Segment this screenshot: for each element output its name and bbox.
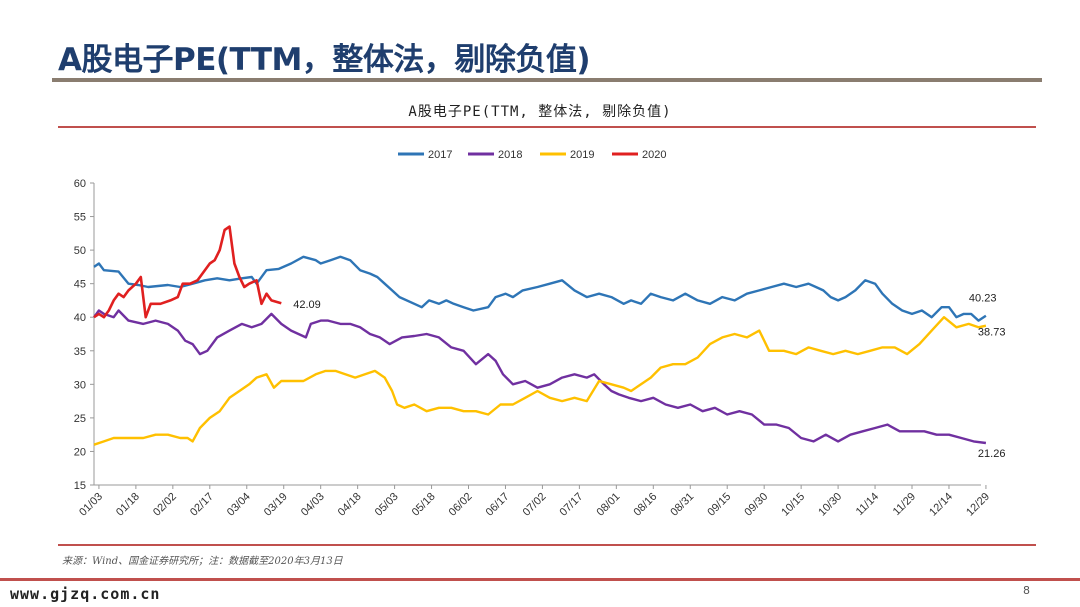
page-number: 8 bbox=[1023, 584, 1030, 597]
chart-axes: 15 20 25 30 35 40 45 50 55 60 01/03 01/18 02/02 02/17… bbox=[74, 178, 992, 519]
watermark-url: www.gjzq.com.cn bbox=[10, 585, 161, 603]
x-tick-label: 10/15 bbox=[779, 491, 807, 519]
legend-label-2017: 2017 bbox=[428, 149, 452, 161]
source-rule bbox=[58, 544, 1036, 546]
x-tick-label: 05/18 bbox=[410, 491, 438, 519]
y-tick-label: 30 bbox=[74, 379, 86, 391]
source-note: 来源：Wind、国金证券研究所；注：数据截至2020年3月13日 bbox=[62, 556, 343, 567]
series-line-2019 bbox=[93, 316, 987, 446]
x-tick-label: 06/02 bbox=[447, 491, 475, 519]
x-tick-label: 06/17 bbox=[484, 491, 512, 519]
end-label-2018: 21.26 bbox=[978, 448, 1006, 460]
x-tick-label: 08/01 bbox=[595, 491, 623, 519]
slide-title: A股电子PE(TTM，整体法，剔除负值) bbox=[58, 42, 591, 78]
x-tick-label: 08/31 bbox=[668, 491, 696, 519]
x-tick-label: 01/03 bbox=[77, 491, 105, 519]
end-label-2020: 42.09 bbox=[293, 299, 321, 311]
x-tick-label: 02/02 bbox=[151, 491, 179, 519]
x-tick-label: 04/03 bbox=[299, 491, 327, 519]
x-tick-label: 04/18 bbox=[336, 491, 364, 519]
y-tick-label: 15 bbox=[74, 480, 86, 492]
x-tick-label: 10/30 bbox=[816, 491, 844, 519]
x-tick-label: 09/15 bbox=[705, 491, 733, 519]
x-tick-label: 03/04 bbox=[225, 491, 253, 519]
x-tick-label: 07/02 bbox=[521, 491, 549, 519]
x-tick-label: 12/29 bbox=[964, 491, 992, 519]
x-tick-label: 03/19 bbox=[262, 491, 290, 519]
series-line-2017 bbox=[93, 255, 987, 322]
series-line-2020 bbox=[93, 225, 282, 319]
y-tick-label: 50 bbox=[74, 245, 86, 257]
y-tick-label: 35 bbox=[74, 346, 86, 358]
y-tick-label: 60 bbox=[74, 178, 86, 190]
x-tick-label: 11/29 bbox=[891, 491, 918, 518]
y-tick-label: 45 bbox=[74, 279, 86, 291]
series-line-2018 bbox=[93, 309, 987, 445]
title-rule bbox=[52, 78, 1042, 82]
chart-series bbox=[93, 225, 987, 446]
x-tick-label: 08/16 bbox=[631, 491, 659, 519]
y-tick-label: 40 bbox=[74, 312, 86, 324]
legend-label-2020: 2020 bbox=[642, 149, 666, 161]
x-tick-label: 05/03 bbox=[373, 491, 401, 519]
chart-title: A股电子PE(TTM, 整体法, 剔除负值) bbox=[408, 104, 672, 120]
y-tick-label: 55 bbox=[74, 212, 86, 224]
x-tick-label: 02/17 bbox=[188, 491, 216, 519]
chart-end-labels: 40.23 21.26 38.73 42.09 bbox=[293, 293, 1005, 460]
chart-legend: 2017 2018 2019 2020 bbox=[398, 149, 666, 161]
y-tick-label: 20 bbox=[74, 446, 86, 458]
x-tick-label: 01/18 bbox=[114, 491, 142, 519]
end-label-2019: 38.73 bbox=[978, 327, 1006, 339]
footer-band bbox=[0, 578, 1080, 581]
end-label-2017: 40.23 bbox=[969, 293, 997, 305]
x-tick-label: 09/30 bbox=[742, 491, 770, 519]
chart-title-rule bbox=[58, 126, 1036, 128]
legend-label-2019: 2019 bbox=[570, 149, 594, 161]
x-tick-label: 12/14 bbox=[927, 491, 955, 519]
x-tick-label: 11/14 bbox=[854, 491, 881, 518]
x-tick-label: 07/17 bbox=[558, 491, 586, 519]
y-tick-label: 25 bbox=[74, 413, 86, 425]
legend-label-2018: 2018 bbox=[498, 149, 522, 161]
